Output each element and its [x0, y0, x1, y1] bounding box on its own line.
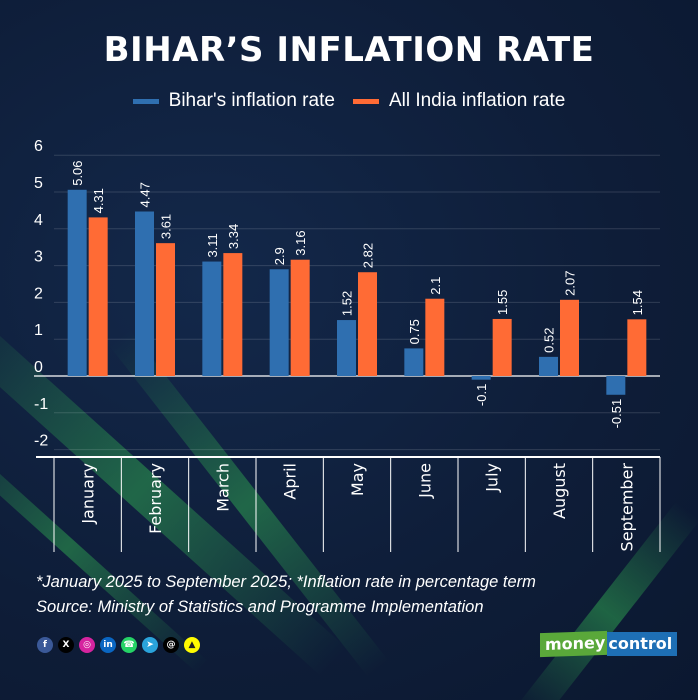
data-label: 2.1 [428, 277, 443, 295]
y-tick-label: 6 [34, 138, 43, 155]
whatsapp-icon[interactable]: ☎ [121, 637, 137, 653]
social-icons: f X ◎ in ☎ ➤ @ ▲ [37, 637, 200, 653]
bar-all-india [290, 259, 310, 376]
bar-all-india [156, 243, 175, 376]
data-label: -0.51 [609, 399, 624, 429]
logo-part-money: money [540, 630, 608, 658]
data-label: 1.55 [495, 290, 510, 315]
x-tick-label: January [79, 463, 98, 525]
data-label: 3.34 [226, 224, 241, 249]
legend-item-all-india: All India inflation rate [352, 90, 566, 112]
linkedin-icon[interactable]: in [100, 637, 116, 653]
threads-icon[interactable]: @ [163, 637, 179, 653]
data-label: 0.75 [407, 319, 422, 344]
y-tick-label: -1 [34, 396, 48, 413]
data-label: 0.52 [542, 328, 557, 353]
y-tick-label: 1 [34, 322, 43, 339]
data-label: 1.52 [340, 291, 355, 316]
x-tick-label: April [281, 463, 300, 500]
source-line: Source: Ministry of Statistics and Progr… [36, 598, 484, 616]
x-tick-label: February [146, 463, 165, 534]
y-tick-label: 5 [34, 175, 43, 192]
data-label: 2.82 [361, 243, 376, 268]
bar-bihar [135, 211, 154, 376]
bar-all-india [223, 253, 243, 376]
facebook-icon[interactable]: f [37, 637, 53, 653]
x-tick-label: July [483, 463, 502, 493]
y-tick-label: -2 [34, 433, 48, 450]
x-tick-label: August [550, 463, 569, 519]
y-tick-label: 0 [34, 359, 43, 376]
moneycontrol-logo: money control [540, 630, 678, 658]
data-label: 2.07 [563, 271, 578, 296]
data-label: 4.47 [138, 182, 153, 207]
bar-bihar [269, 269, 289, 376]
data-label: 3.61 [159, 214, 174, 239]
chart-title: BIHAR’S INFLATION RATE [103, 30, 595, 70]
data-label: 2.9 [272, 247, 287, 265]
y-tick-label: 2 [34, 285, 43, 302]
logo-part-control: control [607, 632, 678, 656]
bar-all-india [358, 272, 377, 376]
footnote: *January 2025 to September 2025; *Inflat… [36, 570, 536, 620]
bar-all-india [88, 217, 108, 376]
data-label: 3.16 [293, 230, 308, 255]
legend-label-all-india: All India inflation rate [388, 90, 566, 111]
bar-all-india [425, 298, 445, 376]
x-tick-label: May [348, 463, 367, 496]
x-icon[interactable]: X [58, 637, 74, 653]
bar-bihar [471, 376, 491, 380]
bar-bihar [539, 356, 558, 376]
instagram-icon[interactable]: ◎ [79, 637, 95, 653]
legend-item-bihar: Bihar's inflation rate [132, 90, 335, 112]
legend-swatch-all-india [352, 98, 379, 104]
telegram-icon[interactable]: ➤ [142, 637, 158, 653]
x-tick-label: June [415, 463, 434, 499]
data-label: 1.54 [630, 290, 645, 315]
bar-bihar [67, 189, 87, 376]
legend-label-bihar: Bihar's inflation rate [168, 90, 335, 111]
bar-all-india [627, 319, 647, 376]
bar-all-india [560, 299, 579, 376]
data-label: 4.31 [91, 188, 106, 213]
legend-swatch-bihar [132, 98, 159, 104]
bar-all-india [492, 318, 512, 376]
y-tick-label: 3 [34, 249, 43, 266]
data-label: 5.06 [70, 160, 85, 185]
data-label: -0.1 [474, 384, 489, 406]
bar-bihar [202, 261, 222, 376]
bar-bihar [606, 376, 626, 395]
data-label: 3.11 [205, 233, 220, 257]
x-tick-label: September [617, 463, 636, 552]
x-tick-label: March [213, 463, 232, 512]
bar-bihar [337, 320, 356, 376]
snapchat-icon[interactable]: ▲ [184, 637, 200, 653]
footnote-line-1: *January 2025 to September 2025; *Inflat… [36, 573, 536, 591]
bar-bihar [404, 348, 424, 376]
y-tick-label: 4 [34, 212, 43, 229]
legend: Bihar's inflation rate All India inflati… [0, 90, 698, 112]
